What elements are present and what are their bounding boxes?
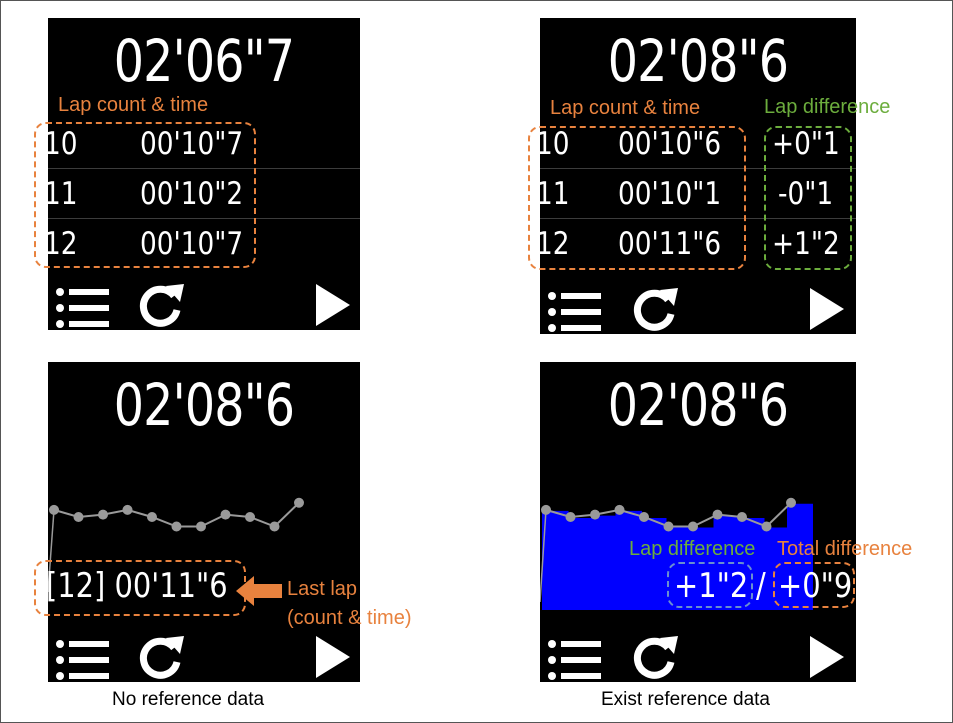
- caption-exist-reference: Exist reference data: [601, 689, 770, 710]
- list-icon[interactable]: [54, 638, 110, 682]
- lap-point: [639, 512, 649, 522]
- toolbar: [540, 628, 856, 682]
- highlight-lap-list: [528, 126, 746, 270]
- reference-bar: [640, 518, 667, 610]
- highlight-total-difference: [773, 562, 855, 608]
- lap-time: 00'11"6: [618, 226, 722, 262]
- reference-bar: [591, 515, 618, 610]
- lap-point: [761, 521, 772, 532]
- play-icon[interactable]: [810, 288, 844, 330]
- refresh-icon[interactable]: [630, 284, 680, 334]
- stopwatch-time: 02'08"6: [607, 27, 789, 95]
- graph-drop-line: [540, 509, 547, 603]
- stopwatch-time: 02'08"6: [607, 371, 789, 439]
- lap-point: [712, 509, 723, 520]
- watch-screen-top-left: 02'06"7 10 00'10"7 11 00'10"2 12 00'10"7: [48, 18, 360, 330]
- play-icon[interactable]: [810, 636, 844, 678]
- lap-point: [786, 497, 796, 508]
- highlight-last-lap: [34, 560, 246, 616]
- row-divider: [540, 218, 856, 219]
- lap-number: 11: [48, 176, 78, 212]
- lap-point: [171, 521, 182, 532]
- lap-point: [688, 521, 698, 532]
- stopwatch-time: 02'06"7: [113, 27, 295, 95]
- label-total-difference: Total difference: [777, 538, 913, 560]
- lap-diff: +1"2: [772, 226, 840, 262]
- annotation-last-lap-detail: (count & time): [287, 607, 412, 629]
- arrow-left-icon: [236, 576, 282, 606]
- lap-number: 11: [540, 176, 570, 212]
- lap-time: 00'10"2: [140, 176, 244, 212]
- lap-number: 12: [540, 226, 570, 262]
- lap-number: 12: [48, 226, 78, 262]
- reference-bar: [566, 518, 593, 610]
- lap-point: [147, 512, 157, 522]
- lap-row: 11 00'10"2: [48, 170, 360, 218]
- lap-point: [663, 521, 674, 532]
- diff-separator: /: [756, 566, 766, 606]
- lap-point: [614, 504, 625, 515]
- reference-bar: [689, 527, 716, 610]
- highlight-lap-list: [34, 122, 256, 268]
- watch-screen-bottom-left: 02'08"6 [12] 00'11"6: [48, 362, 360, 682]
- lap-point: [590, 509, 600, 520]
- reference-bar: [542, 510, 569, 610]
- list-icon[interactable]: [54, 286, 110, 330]
- lap-point: [541, 504, 551, 515]
- row-divider: [48, 218, 360, 219]
- lap-point: [220, 509, 231, 520]
- lap-row: 12 00'11"6 +1"2: [540, 220, 856, 268]
- lap-point: [98, 509, 108, 520]
- lap-time: 00'10"1: [618, 176, 722, 212]
- row-divider: [48, 168, 360, 169]
- watch-screen-top-right: 02'08"6 10 00'10"6 +0"1 11 00'10"1 -0"1 …: [540, 18, 856, 334]
- reference-bar: [787, 503, 813, 610]
- total-diff-value: +0"9: [778, 566, 853, 606]
- lap-point: [245, 512, 255, 522]
- reference-bar: [615, 510, 642, 610]
- refresh-icon[interactable]: [136, 632, 186, 682]
- lap-graph: [48, 497, 304, 592]
- lap-point: [49, 504, 59, 515]
- play-icon[interactable]: [316, 636, 350, 678]
- annotation-lap-difference: Lap difference: [764, 96, 891, 118]
- stopwatch-time: 02'08"6: [113, 371, 295, 439]
- lap-point: [73, 512, 84, 522]
- lap-diff-value: +1"2: [674, 566, 749, 606]
- toolbar: [48, 628, 360, 682]
- row-divider: [540, 168, 856, 169]
- lap-point: [565, 512, 576, 522]
- play-icon[interactable]: [316, 284, 350, 326]
- caption-no-reference: No reference data: [112, 689, 265, 710]
- watch-screen-bottom-right: 02'08"6 +1"2 / +0"9: [540, 362, 856, 682]
- lap-point: [196, 521, 206, 532]
- lap-point: [737, 512, 747, 522]
- lap-point: [269, 521, 280, 532]
- annotation-last-lap: Last lap: [287, 578, 358, 600]
- toolbar: [48, 276, 360, 330]
- highlight-lap-diff: [764, 126, 852, 270]
- list-icon[interactable]: [546, 290, 602, 334]
- lap-point: [122, 504, 133, 515]
- highlight-lap-difference: [667, 562, 753, 608]
- lap-point: [294, 497, 304, 508]
- lap-diff: -0"1: [778, 176, 834, 212]
- lap-row: 11 00'10"1 -0"1: [540, 170, 856, 218]
- lap-time: 00'10"7: [140, 226, 244, 262]
- lap-row: 12 00'10"7: [48, 220, 360, 268]
- graph-drop-line: [48, 509, 55, 592]
- toolbar: [540, 280, 856, 334]
- list-icon[interactable]: [546, 638, 602, 682]
- refresh-icon[interactable]: [136, 280, 186, 330]
- annotation-lap-count-time: Lap count & time: [550, 97, 701, 119]
- last-lap-readout: [12] 00'11"6: [48, 566, 228, 606]
- refresh-icon[interactable]: [630, 632, 680, 682]
- label-lap-difference: Lap difference: [629, 538, 756, 560]
- annotation-lap-count-time: Lap count & time: [58, 94, 209, 116]
